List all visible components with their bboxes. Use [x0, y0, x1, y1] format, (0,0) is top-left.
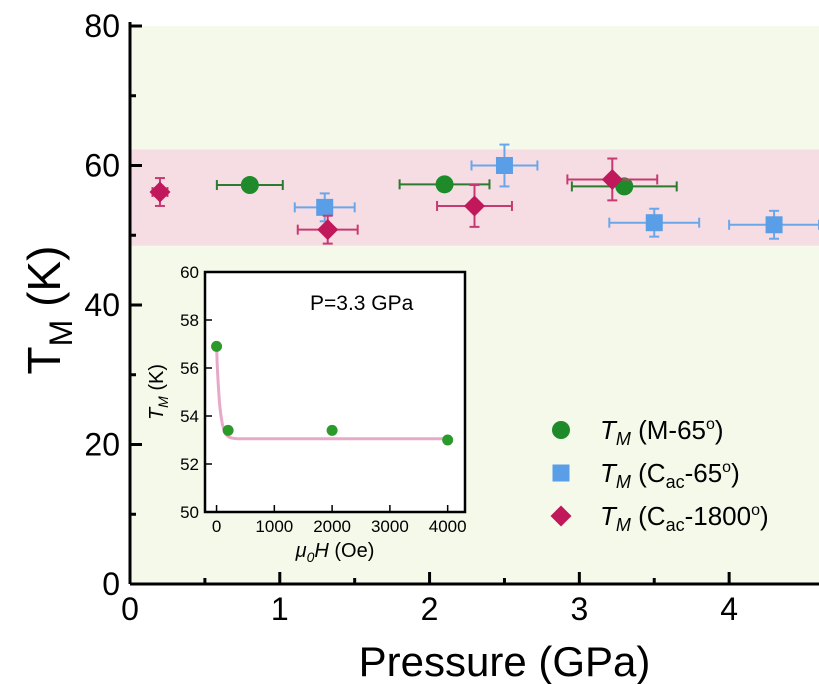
data-point — [601, 168, 623, 190]
data-point — [645, 214, 663, 232]
legend-marker-0 — [552, 421, 570, 439]
inset-annotation: P=3.3 GPa — [310, 292, 414, 315]
y-tick-label: 20 — [84, 427, 120, 463]
inset-y-tick-label: 58 — [180, 311, 199, 330]
data-point — [435, 175, 454, 194]
y-axis-title: TM (K) — [18, 246, 79, 375]
inset-plot: 0 1000 2000 3000 4000 50 52 54 56 58 60 P=3.3 GPa μ0… — [146, 263, 467, 565]
inset-x-tick-label: 4000 — [429, 517, 467, 536]
y-tick-label: 80 — [84, 8, 120, 44]
legend-marker-1 — [552, 464, 570, 482]
data-point — [240, 176, 259, 195]
data-point — [316, 198, 334, 216]
x-tick-label: 4 — [720, 591, 738, 627]
inset-y-axis-title: TM (K) — [146, 364, 171, 420]
series-0 — [215, 175, 678, 196]
inset-data-point — [211, 340, 223, 352]
legend-label-0: TM (M-65o) — [600, 415, 724, 449]
inset-x-tick-label: 2000 — [313, 517, 351, 536]
data-point — [464, 195, 485, 217]
x-tick-label: 2 — [421, 591, 439, 627]
x-axis-title: Pressure (GPa) — [359, 638, 651, 684]
data-point — [149, 181, 171, 203]
legend-marker-2 — [550, 505, 572, 527]
inset-y-tick-label: 50 — [180, 503, 199, 522]
data-point — [317, 219, 339, 241]
inset-x-tick-label: 1000 — [255, 517, 293, 536]
fit-curve — [215, 346, 448, 441]
inset-y-tick-label: 52 — [180, 455, 199, 474]
y-tick-label: 60 — [84, 148, 120, 184]
inset-y-tick-label: 56 — [180, 359, 199, 378]
legend-label-1: TM (Cac-65o) — [600, 458, 740, 492]
inset-y-tick-label: 60 — [180, 263, 199, 282]
inset-frame — [203, 270, 467, 514]
y-tick-label: 40 — [84, 287, 120, 323]
x-tick-label: 3 — [570, 591, 588, 627]
inset-data-point — [442, 434, 454, 446]
legend: TM (M-65o) TM (Cac-65o) TM (Cac-1800o) — [550, 415, 769, 535]
data-point — [765, 216, 783, 234]
inset-x-tick-label: 0 — [212, 517, 221, 536]
series-1 — [293, 143, 819, 240]
inset-x-axis-title: μ0H (Oe) — [295, 540, 375, 565]
legend-label-2: TM (Cac-1800o) — [600, 501, 769, 535]
inset-x-tick-label: 3000 — [371, 517, 409, 536]
y-tick-label: 0 — [102, 566, 120, 602]
series-2 — [149, 157, 659, 245]
x-tick-label: 1 — [271, 591, 289, 627]
x-tick-label: 0 — [121, 591, 139, 627]
inset-y-tick-label: 54 — [180, 407, 199, 426]
inset-data-point — [222, 424, 234, 436]
data-point — [495, 157, 513, 174]
inset-data-point — [326, 424, 338, 436]
